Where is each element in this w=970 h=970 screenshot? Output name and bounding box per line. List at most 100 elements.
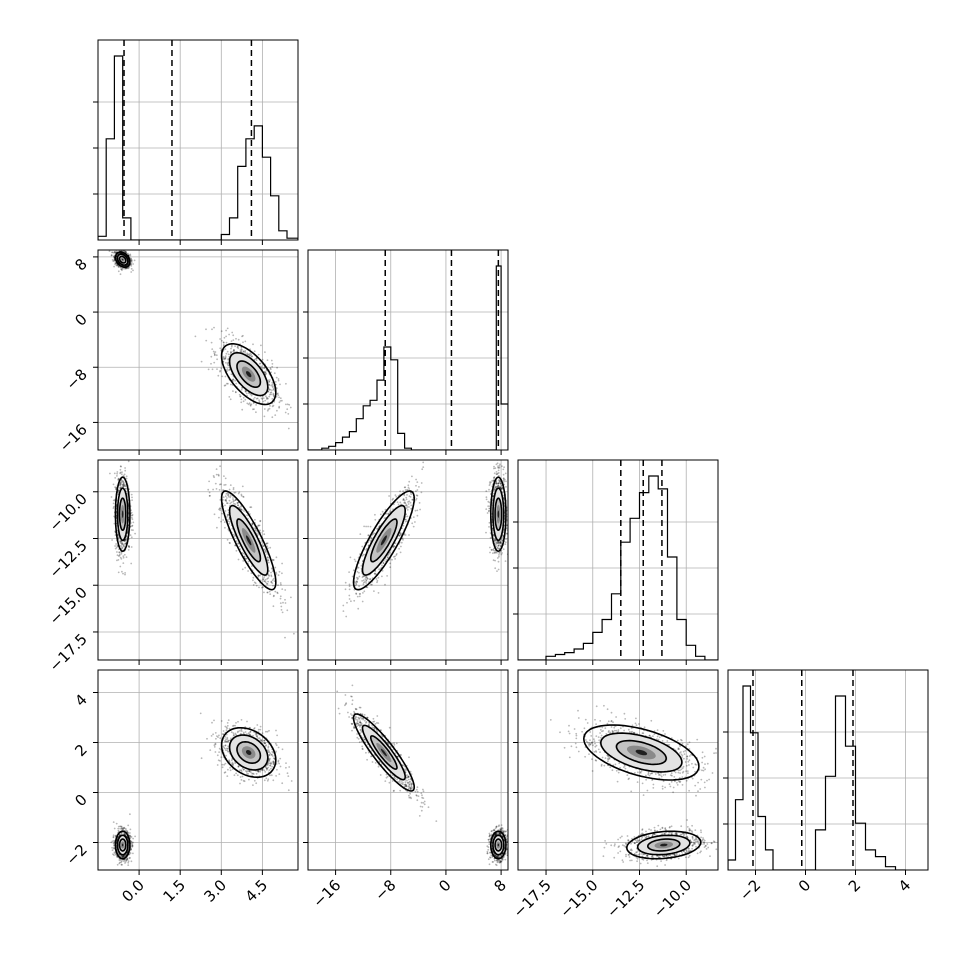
sample-point: [277, 392, 279, 395]
sample-point: [124, 469, 127, 472]
sample-point: [224, 375, 227, 378]
sample-point: [123, 444, 125, 446]
sample-point: [409, 501, 412, 504]
sample-point: [499, 542, 502, 544]
sample-point: [264, 399, 267, 402]
sample-point: [237, 504, 239, 507]
sample-point: [218, 508, 220, 511]
sample-point: [389, 510, 391, 513]
sample-point: [255, 404, 257, 406]
sample-point: [263, 408, 266, 410]
panel-0-0: [93, 39, 299, 245]
sample-point: [224, 495, 227, 498]
sample-point: [116, 554, 119, 557]
sample-point: [353, 599, 356, 602]
sample-point: [365, 580, 368, 582]
sample-point: [398, 547, 400, 550]
sample-point: [250, 394, 253, 397]
sample-point: [244, 566, 247, 569]
sample-point: [123, 553, 126, 556]
sample-point: [257, 574, 260, 577]
sample-point: [399, 501, 402, 504]
sample-point: [124, 483, 126, 486]
sample-point: [130, 562, 133, 565]
sample-point: [219, 369, 222, 372]
sample-point: [230, 351, 232, 354]
sample-point: [408, 534, 410, 536]
sample-point: [237, 492, 240, 495]
sample-point: [279, 383, 281, 386]
sample-point: [387, 513, 389, 515]
sample-point: [242, 560, 245, 562]
sample-point: [281, 588, 284, 590]
sample-point: [274, 414, 277, 416]
sample-point: [124, 538, 127, 541]
sample-point: [500, 487, 502, 490]
sample-point: [287, 427, 290, 430]
sample-point: [216, 358, 219, 361]
sample-point: [356, 570, 359, 573]
contour-line: [228, 504, 269, 576]
sample-point: [282, 601, 284, 604]
sample-point: [367, 534, 370, 537]
sample-point: [410, 507, 412, 510]
sample-point: [395, 495, 398, 498]
sample-point: [131, 524, 134, 527]
sample-point: [271, 398, 274, 400]
sample-point: [208, 495, 211, 497]
sample-point: [110, 254, 113, 257]
sample-point: [239, 395, 242, 398]
sample-point: [230, 350, 232, 353]
sample-point: [241, 509, 243, 511]
sample-point: [365, 576, 367, 579]
sample-point: [407, 484, 410, 487]
sample-point: [248, 392, 251, 395]
sample-point: [242, 495, 245, 498]
sample-point: [263, 367, 266, 370]
sample-point: [229, 398, 232, 401]
sample-point: [122, 485, 125, 488]
sample-point: [259, 529, 261, 532]
sample-point: [268, 570, 270, 572]
sample-point: [132, 263, 135, 265]
grid: [98, 250, 298, 450]
sample-point: [225, 499, 228, 501]
sample-point: [130, 267, 133, 270]
sample-point: [239, 349, 242, 351]
sample-point: [232, 334, 235, 337]
sample-point: [363, 581, 365, 584]
sample-point: [245, 392, 248, 395]
sample-point: [264, 371, 266, 374]
sample-point: [131, 499, 134, 501]
sample-point: [404, 502, 407, 505]
sample-point: [264, 551, 267, 554]
sample-point: [124, 542, 127, 545]
sample-point: [119, 472, 121, 475]
sample-point: [270, 371, 272, 374]
sample-point: [271, 558, 274, 561]
sample-point: [405, 498, 408, 501]
sample-point: [121, 542, 124, 545]
sample-point: [127, 266, 130, 269]
sample-point: [260, 397, 263, 400]
sample-point: [420, 491, 423, 494]
sample-point: [130, 257, 133, 260]
sample-point: [405, 504, 408, 507]
sample-point: [119, 465, 122, 468]
sample-point: [114, 444, 116, 446]
sample-point: [120, 268, 123, 270]
sample-point: [496, 472, 499, 475]
sample-point: [286, 408, 289, 411]
sample-point: [498, 552, 501, 554]
sample-point: [131, 525, 134, 527]
sample-point: [222, 344, 225, 346]
sample-point: [365, 525, 367, 528]
sample-point: [268, 395, 271, 398]
sample-point: [499, 540, 502, 543]
sample-point: [348, 588, 351, 591]
sample-point: [394, 555, 396, 558]
sample-point: [492, 495, 494, 497]
sample-point: [111, 259, 114, 261]
sample-point: [373, 572, 376, 575]
sample-point: [254, 527, 257, 530]
